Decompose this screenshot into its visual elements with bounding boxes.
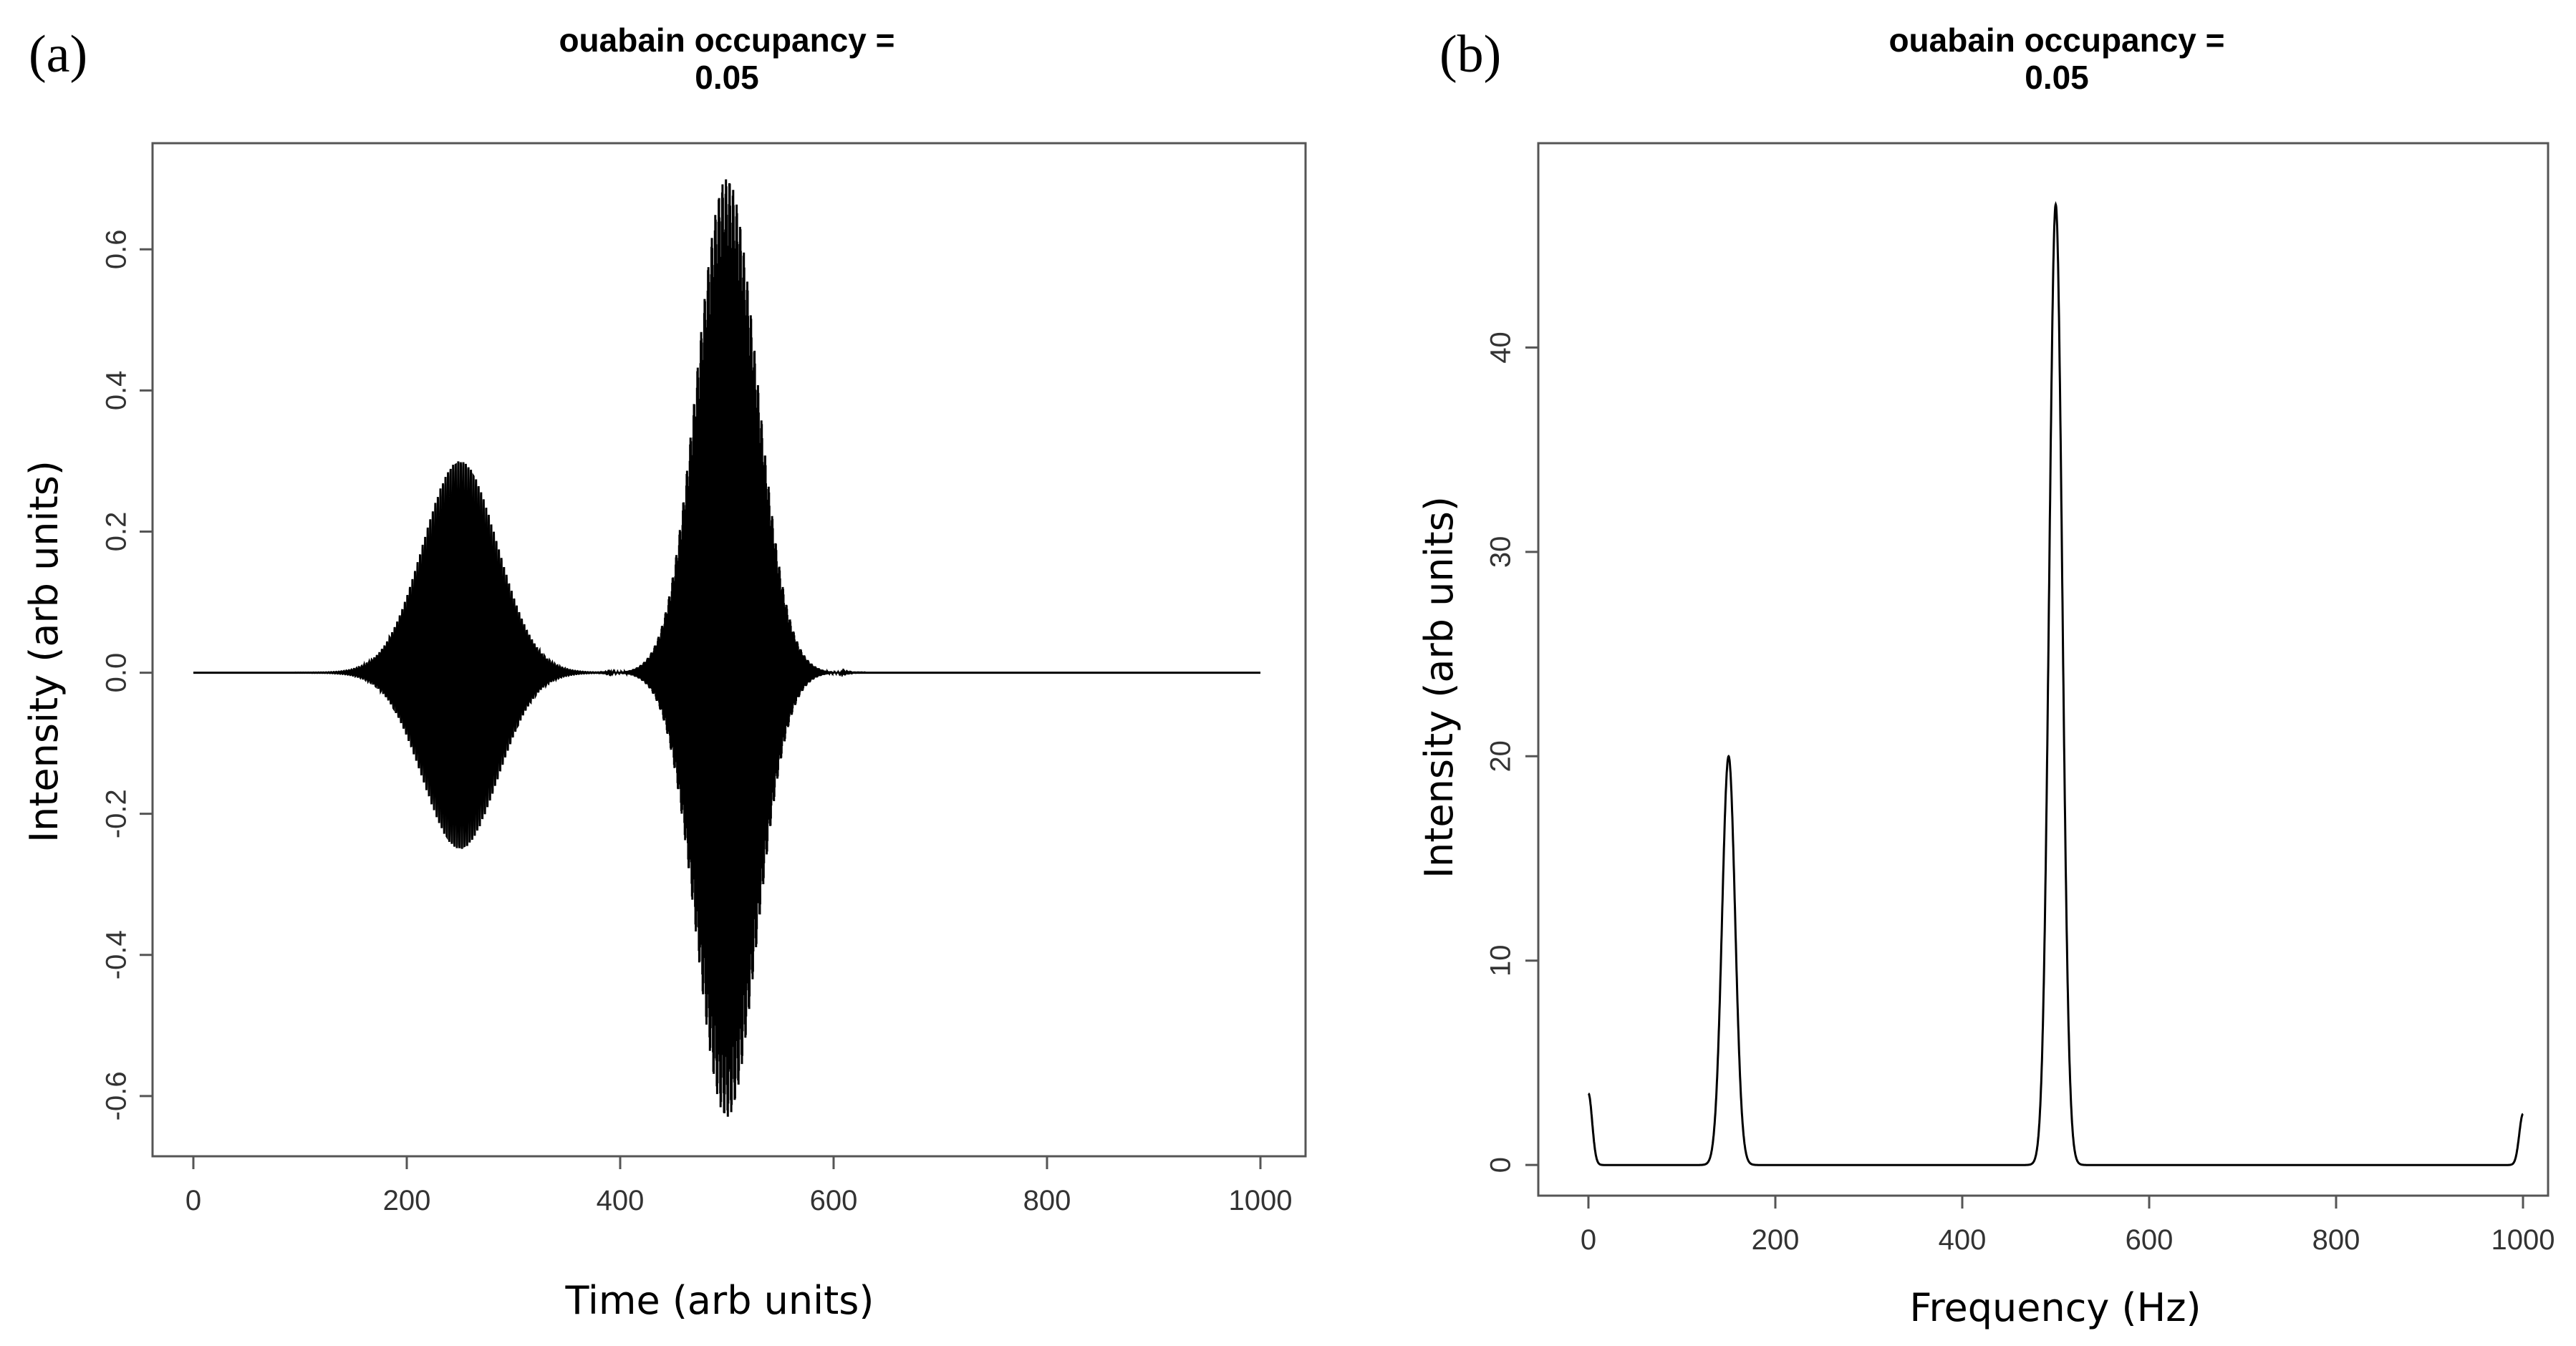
panel-b-y-tick-label: 20 — [1485, 740, 1517, 773]
panel-a-title: ouabain occupancy = — [559, 21, 894, 59]
panel-b-y-tick-label: 40 — [1485, 331, 1517, 364]
panel-a-x-tick-label: 600 — [810, 1185, 858, 1216]
panel-a-subtitle: 0.05 — [695, 59, 759, 96]
panel-b-y-axis-label: Intensity (arb units) — [1417, 496, 1462, 878]
panel-a-label: (a) — [29, 25, 87, 84]
panel-a-y-axis-label: Intensity (arb units) — [21, 460, 67, 843]
panel-b-y-tick-label: 0 — [1485, 1157, 1517, 1173]
panel-a-y-tick-label: 0.0 — [101, 653, 132, 693]
panel-a: (a) ouabain occupancy = 0.05 0 200 400 600 8… — [21, 21, 1307, 1323]
panel-b-y-tick-label: 30 — [1485, 536, 1517, 568]
panel-b-x-tick-label: 800 — [2312, 1224, 2360, 1256]
panel-a-x-tick-label: 800 — [1023, 1185, 1071, 1216]
panel-a-x-axis-label: Time (arb units) — [565, 1278, 874, 1323]
panel-b: (b) ouabain occupancy = 0.05 0 200 400 600 8… — [1417, 21, 2555, 1330]
panel-a-plot-frame — [151, 142, 1307, 1158]
panel-a-y-tick-label: -0.2 — [101, 789, 132, 838]
panel-b-y-axis: 0 10 20 30 40 — [1485, 331, 1538, 1173]
panel-a-y-tick-label: -0.6 — [101, 1071, 132, 1120]
panel-b-x-axis-label: Frequency (Hz) — [1909, 1285, 2201, 1330]
panel-b-plot-frame — [1537, 142, 2550, 1197]
panel-b-subtitle: 0.05 — [2025, 59, 2089, 96]
panel-b-label: (b) — [1439, 25, 1501, 84]
panel-a-x-tick-label: 0 — [185, 1185, 201, 1216]
panel-b-x-axis: 0 200 400 600 800 1000 — [1581, 1196, 2555, 1256]
panel-b-x-tick-label: 1000 — [2491, 1224, 2555, 1256]
panel-b-x-tick-label: 0 — [1581, 1224, 1596, 1256]
panel-b-x-tick-label: 600 — [2126, 1224, 2174, 1256]
panel-a-x-axis: 0 200 400 600 800 1000 — [185, 1156, 1293, 1216]
panel-a-x-tick-label: 400 — [597, 1185, 645, 1216]
panel-a-y-tick-label: 0.6 — [101, 229, 132, 269]
panel-a-y-axis: -0.6 -0.4 -0.2 0.0 0.2 0.4 0.6 — [101, 229, 153, 1120]
panel-a-y-tick-label: 0.4 — [101, 371, 132, 411]
panel-b-title: ouabain occupancy = — [1888, 21, 2224, 59]
panel-b-y-tick-label: 10 — [1485, 944, 1517, 977]
panel-b-x-tick-label: 200 — [1752, 1224, 1800, 1256]
panel-a-y-tick-label: -0.4 — [101, 930, 132, 979]
panel-b-spectrum-line — [1588, 200, 2524, 1166]
panel-a-y-tick-label: 0.2 — [101, 512, 132, 552]
panel-a-x-tick-label: 200 — [383, 1185, 431, 1216]
panel-a-signal-line — [193, 179, 1260, 1117]
panel-a-x-tick-label: 1000 — [1229, 1185, 1293, 1216]
panel-b-x-tick-label: 400 — [1939, 1224, 1987, 1256]
